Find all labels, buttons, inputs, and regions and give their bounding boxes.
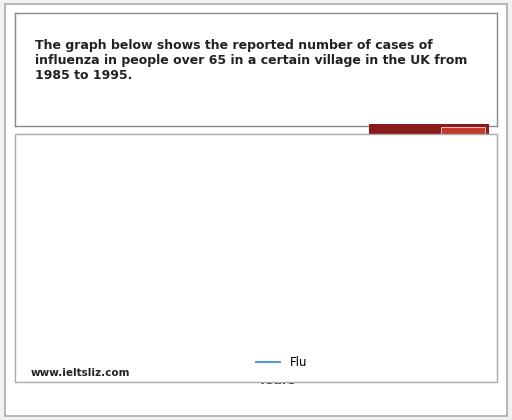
Line: Flu: Flu: [86, 152, 467, 244]
Text: The graph below shows the reported number of cases of
influenza in people over 6: The graph below shows the reported numbe…: [35, 39, 467, 82]
Flu: [388, 189, 394, 194]
Legend: Flu: Flu: [251, 352, 312, 374]
Flu: [312, 149, 318, 154]
Flu: [350, 183, 356, 188]
Flu: [235, 218, 241, 223]
Flu: [197, 223, 203, 228]
Flu: [121, 231, 127, 236]
Flu: [82, 241, 89, 246]
Y-axis label: Number of People: Number of People: [26, 191, 38, 296]
Flu: [159, 202, 165, 207]
FancyBboxPatch shape: [441, 127, 485, 159]
Text: Liz: Liz: [452, 135, 475, 149]
Text: IELTS: IELTS: [380, 135, 427, 149]
Text: www.ieltsliz.com: www.ieltsliz.com: [31, 368, 130, 378]
Flu: [273, 162, 280, 167]
X-axis label: Years: Years: [258, 374, 295, 387]
Flu: [464, 189, 471, 194]
Flu: [426, 176, 432, 181]
